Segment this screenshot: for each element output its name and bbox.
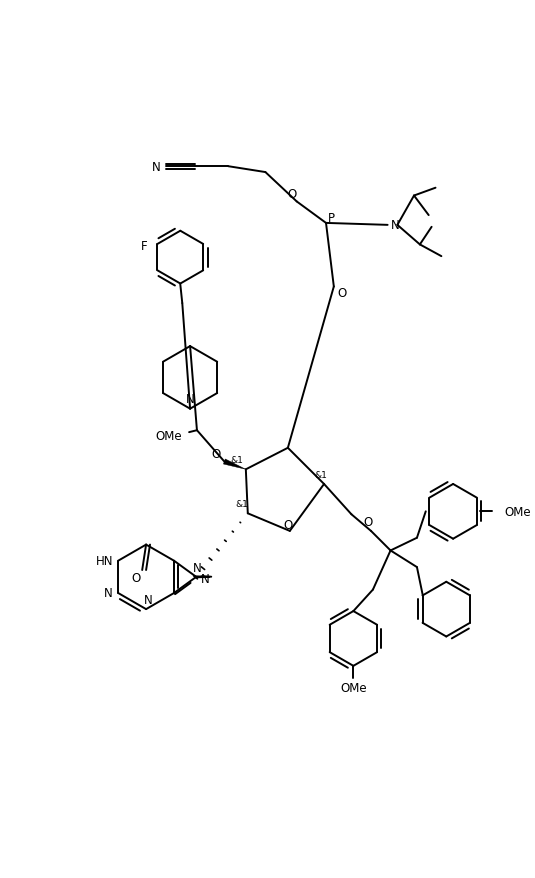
Polygon shape: [224, 459, 246, 470]
Text: O: O: [283, 518, 293, 531]
Text: &1: &1: [231, 456, 243, 464]
Text: N: N: [144, 594, 152, 606]
Text: OMe: OMe: [504, 505, 531, 518]
Text: N: N: [151, 161, 160, 174]
Text: &1: &1: [315, 470, 327, 479]
Text: N: N: [104, 586, 113, 599]
Text: P: P: [328, 212, 335, 224]
Text: &1: &1: [235, 500, 248, 508]
Text: O: O: [132, 572, 141, 585]
Text: N: N: [193, 561, 202, 574]
Text: N: N: [391, 220, 400, 232]
Text: O: O: [287, 188, 296, 201]
Text: O: O: [212, 448, 221, 461]
Text: OMe: OMe: [340, 681, 366, 694]
Text: N: N: [201, 572, 210, 585]
Text: OMe: OMe: [156, 429, 182, 443]
Text: O: O: [337, 286, 346, 299]
Text: O: O: [363, 515, 373, 528]
Text: N: N: [186, 393, 195, 406]
Text: HN: HN: [96, 555, 113, 567]
Text: F: F: [141, 240, 147, 253]
